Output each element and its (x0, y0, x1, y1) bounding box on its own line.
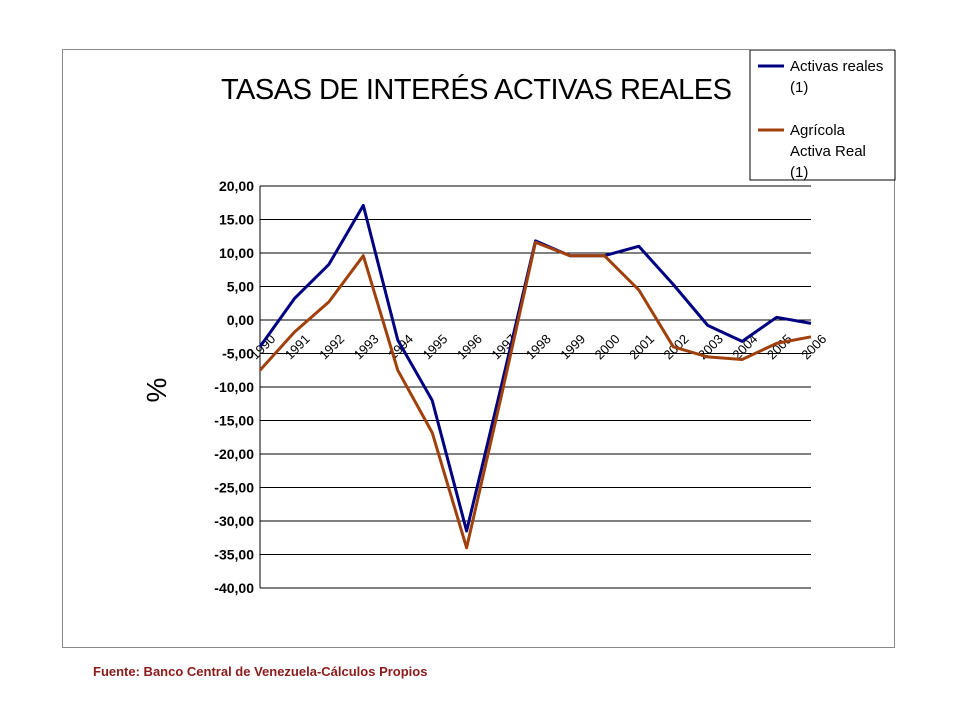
chart-area: 20,00 15.00 10,00 5,00 0,00 -5,00 -10,00 -15,00… (62, 49, 896, 648)
x-tick-label: 1991 (282, 331, 313, 362)
x-tick-label: 1993 (351, 331, 382, 362)
y-tick-label: -25,00 (214, 480, 254, 496)
series-line-activas-reales (258, 203, 812, 533)
legend-label: Agrícola (790, 122, 846, 139)
x-tick-label: 2006 (798, 331, 829, 362)
x-tick-label: 1998 (523, 331, 554, 362)
x-tick-label: 1999 (557, 331, 588, 362)
y-tick-label: 15.00 (219, 212, 254, 228)
legend-label: Activas reales (790, 58, 883, 75)
chart-title: TASAS DE INTERÉS ACTIVAS REALES (221, 73, 732, 106)
y-tick-label: -15,00 (214, 413, 254, 429)
line-chart: 20,00 15.00 10,00 5,00 0,00 -5,00 -10,00 -15,00… (141, 50, 896, 596)
x-tick-label: 2000 (592, 331, 623, 362)
y-tick-label: -30,00 (214, 513, 254, 529)
legend-label: (1) (790, 164, 808, 181)
x-tick-label: 1992 (316, 331, 347, 362)
y-axis-label: % (141, 378, 172, 403)
y-tick-label: -20,00 (214, 446, 254, 462)
y-tick-label: 10,00 (219, 245, 254, 261)
source-note: Fuente: Banco Central de Venezuela-Cálcu… (93, 664, 428, 679)
y-tick-label: -40,00 (214, 580, 254, 596)
x-tick-label: 1990 (247, 331, 278, 362)
y-tick-label: 0,00 (227, 312, 254, 328)
series-line-agricola (258, 240, 812, 550)
legend-box (749, 50, 896, 181)
y-tick-label: -10,00 (214, 379, 254, 395)
y-tick-label: 5,00 (227, 279, 254, 295)
y-tick-label: 20,00 (219, 178, 254, 194)
y-tick-label: -5,00 (222, 346, 254, 362)
legend-label: (1) (790, 79, 808, 96)
x-tick-label: 2001 (626, 331, 657, 362)
x-tick-label: 1996 (454, 331, 485, 362)
x-tick-label: 1995 (419, 331, 450, 362)
y-tick-label: -35,00 (214, 547, 254, 563)
legend-label: Activa Real (790, 143, 866, 160)
